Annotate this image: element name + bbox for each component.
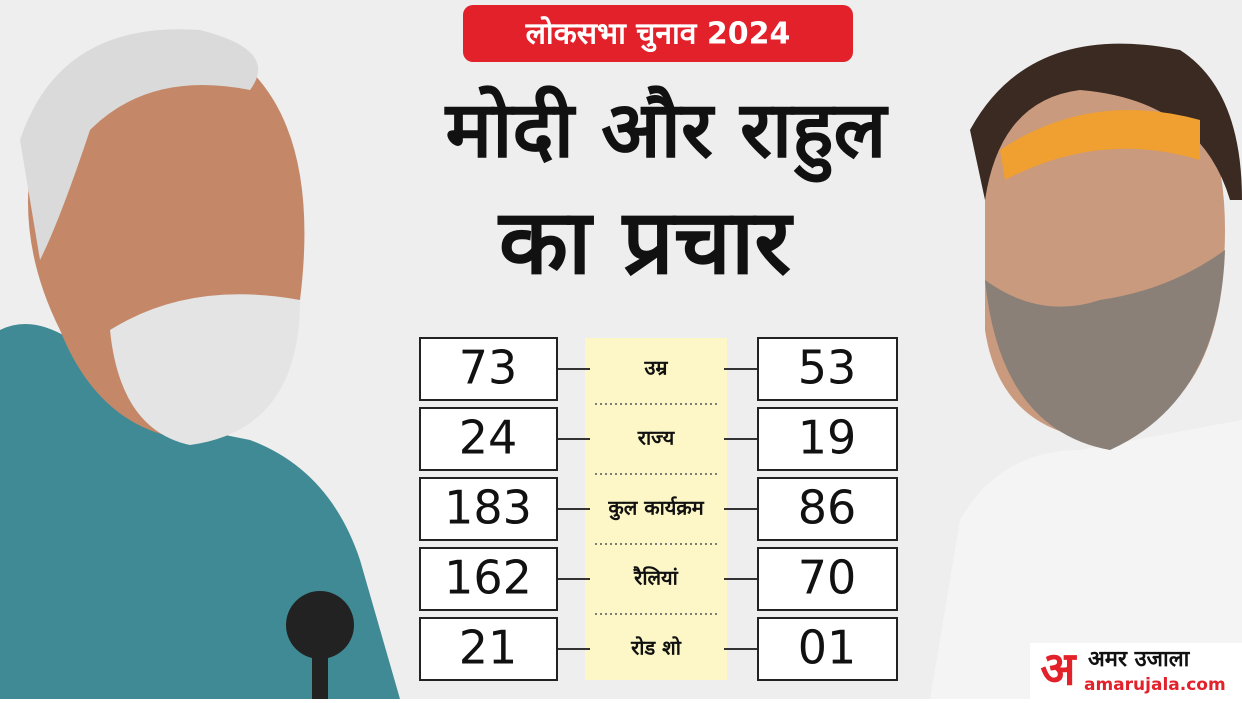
right-value: 70	[798, 551, 857, 605]
badge-text: लोकसभा चुनाव 2024	[525, 16, 791, 53]
title: मोदी और राहुल	[444, 84, 890, 182]
right-value: 19	[798, 411, 857, 465]
logo-site: amarujala.com	[1084, 675, 1226, 695]
value-box	[419, 337, 558, 401]
logo-name: अमर उजाला	[1088, 647, 1191, 672]
row-label: कुल कार्यक्रम	[607, 496, 704, 521]
right-value: 53	[798, 341, 857, 395]
value-box	[419, 617, 558, 681]
value-box	[419, 547, 558, 611]
title: का प्रचार	[497, 190, 794, 295]
value-box	[757, 337, 898, 401]
right-portrait	[930, 43, 1242, 699]
value-box	[757, 547, 898, 611]
left-value: 162	[444, 551, 532, 605]
badge	[463, 5, 853, 62]
value-box	[419, 477, 558, 541]
label-column	[585, 338, 727, 680]
left-value: 24	[459, 411, 518, 465]
row-label: राज्य	[637, 426, 676, 450]
logo-box	[1030, 643, 1242, 699]
row-label: रोड शो	[630, 636, 682, 660]
row-label: उम्र	[644, 356, 669, 380]
comparison-table: 73 53 उम्र 24 19 राज्य 183 86 कुल कार्यक्रम 162 70…	[419, 337, 898, 681]
logo-mark: अ	[1040, 642, 1077, 696]
row-label: रैलियां	[632, 566, 679, 590]
value-box	[419, 407, 558, 471]
left-value: 73	[459, 341, 518, 395]
value-box	[757, 477, 898, 541]
value-box	[757, 617, 898, 681]
left-value: 183	[444, 481, 532, 535]
right-value: 86	[798, 481, 857, 535]
right-value: 01	[798, 621, 857, 675]
left-value: 21	[459, 621, 518, 675]
left-portrait	[0, 29, 400, 699]
value-box	[757, 407, 898, 471]
